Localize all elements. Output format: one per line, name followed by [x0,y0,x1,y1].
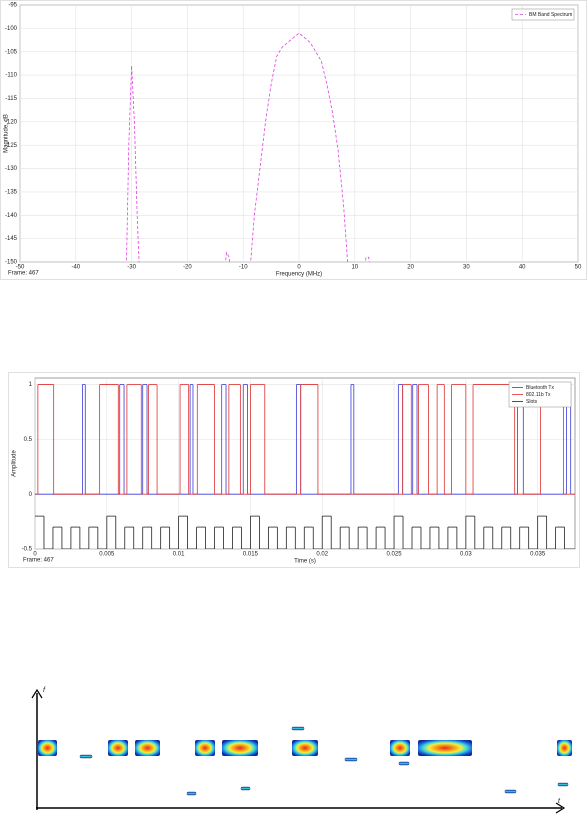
series-line [126,32,370,262]
y-tick-label: -130 [5,166,18,172]
packet [195,740,215,756]
legend-label: Bluetooth Tx [526,385,554,391]
packet [135,740,160,756]
f-label: f [43,687,46,694]
x-tick-label: 20 [407,265,414,271]
packet [557,740,572,756]
y-tick-label: -120 [5,119,18,125]
legend-label: 802.11b Tx [526,392,551,398]
x-tick-label: 0.03 [460,552,472,558]
y-tick-label: -140 [5,213,18,219]
chart: -50 -40 -30 -20 -10 0 10 20 30 40 50-95-100-105-11… [0,0,587,280]
x-tick-label: 0.015 [243,552,259,558]
t-arrow [555,802,566,814]
x-tick-label: 0.005 [99,552,115,558]
x-tick-label: -40 [71,265,80,271]
y-tick-label: -0.5 [22,547,33,553]
hop [344,757,358,762]
x-tick-label: -10 [239,265,248,271]
legend-label: Slots [526,399,538,405]
packet [292,740,318,756]
series-layer [126,32,370,262]
x-tick-label: -50 [16,265,25,271]
t-label: t [558,798,561,805]
x-tick-label: 0.02 [316,552,328,558]
x-tick-label: 0.025 [387,552,403,558]
frame-annotation: Frame: 467 [8,271,39,277]
series-layer [35,384,575,549]
plot-area [34,377,576,550]
plots: -50 -40 -30 -20 -10 0 10 20 30 40 50-95-100-105-11… [0,0,587,568]
hops [79,726,569,796]
y-tick-label: -105 [5,49,18,55]
y-tick-label: -145 [5,236,18,242]
y-axis-label: Magnitude, dB [4,114,10,153]
x-tick-label: 40 [519,265,526,271]
x-tick-label: 0.01 [173,552,185,558]
y-tick-label: -110 [5,73,17,79]
hop [398,761,410,766]
packet [38,740,57,756]
hop [240,786,251,791]
x-tick-label: -30 [127,265,136,271]
y-tick-label: -135 [5,189,18,195]
packets [38,740,572,756]
x-tick-label: 0.035 [530,552,546,558]
legend-label: BM Band Spectrum [529,12,572,18]
hop [291,726,305,731]
y-tick-label: 0.5 [24,437,33,443]
x-tick-label: -20 [183,265,192,271]
x-tick-label: 0 [33,552,37,558]
y-tick-label: -95 [8,3,17,9]
y-axis-label: Amplitude [12,450,18,477]
packet [418,740,472,756]
hop [557,782,569,787]
packet [108,740,128,756]
x-tick-label: 0 [297,265,301,271]
y-tick-label: -125 [5,143,18,149]
x-tick-label: 30 [463,265,470,271]
x-tick-label: 10 [351,265,358,271]
spectrogram-diagram: f t [31,687,572,814]
y-tick-label: -115 [5,96,17,102]
y-tick-label: -100 [5,26,18,32]
hop [504,789,517,794]
y-tick-label: 0 [29,492,33,498]
frame-annotation: Frame: 467 [23,558,54,564]
legend: BM Band Spectrum [511,8,575,21]
chart: 0 0.005 0.01 0.015 0.02 0.025 0.03 0.035-0.500.… [8,372,580,568]
hop [79,754,93,759]
y-tick-label: 1 [29,382,33,388]
f-arrow [31,688,43,699]
x-tick-label: 50 [575,265,582,271]
legend-box [511,8,575,21]
packet [390,740,410,756]
x-axis-label: Frequency (MHz) [276,272,322,278]
x-axis-label: Time (s) [294,559,316,565]
y-tick-label: -150 [5,260,18,266]
hop [186,791,197,796]
packet [222,740,258,756]
